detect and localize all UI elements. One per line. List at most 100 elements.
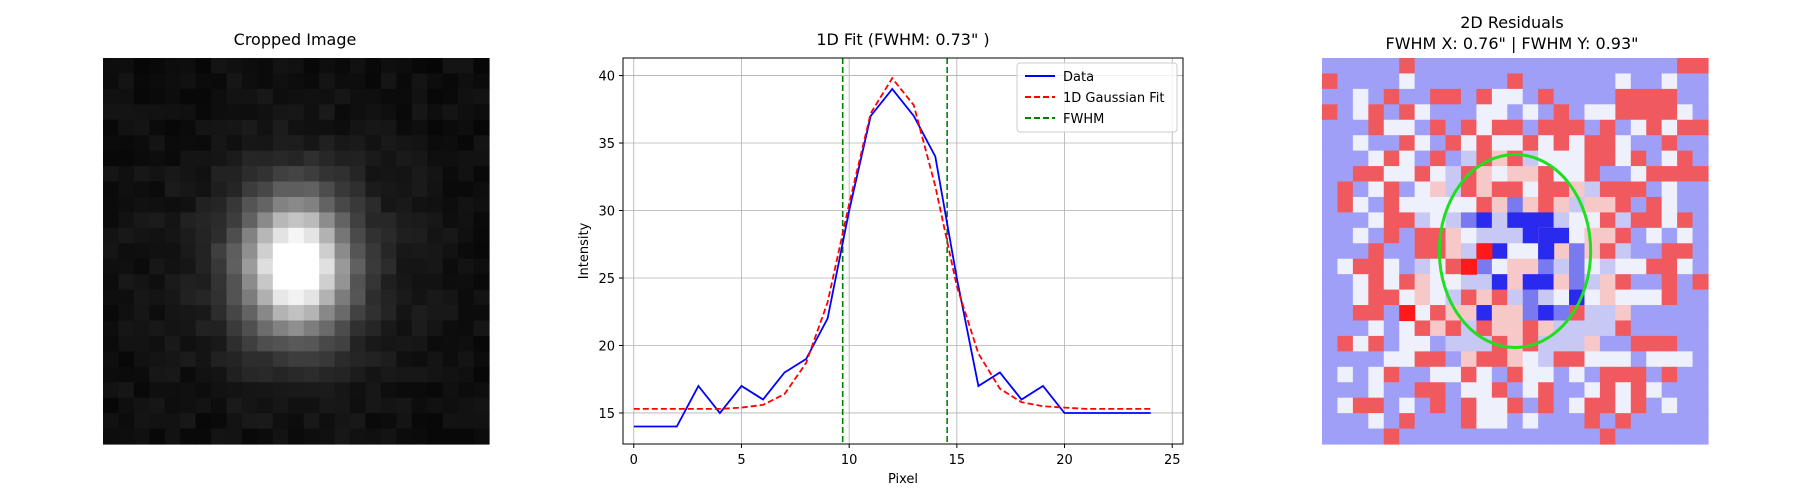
image-pixel	[103, 227, 120, 244]
image-pixel	[365, 104, 382, 121]
image-pixel	[195, 73, 212, 90]
image-pixel	[319, 181, 336, 198]
residual-pixel	[1692, 351, 1709, 368]
residual-pixel	[1599, 258, 1616, 275]
image-pixel	[103, 382, 120, 399]
residual-pixel	[1630, 73, 1647, 90]
residual-pixel	[1460, 335, 1477, 352]
image-pixel	[272, 58, 289, 75]
residual-pixel	[1460, 366, 1477, 383]
residual-pixel	[1383, 135, 1400, 152]
image-pixel	[288, 366, 305, 383]
image-pixel	[195, 88, 212, 105]
residual-pixel	[1584, 88, 1601, 105]
residual-pixel	[1522, 196, 1539, 213]
residual-pixel	[1538, 397, 1555, 414]
residual-pixel	[1538, 351, 1555, 368]
image-pixel	[257, 382, 274, 399]
image-pixel	[319, 88, 336, 105]
image-pixel	[303, 382, 320, 399]
image-pixel	[334, 196, 351, 213]
residual-pixel	[1553, 150, 1570, 167]
residual-pixel	[1569, 150, 1586, 167]
image-pixel	[288, 428, 305, 445]
image-pixel	[257, 181, 274, 198]
residual-pixel	[1352, 135, 1369, 152]
image-pixel	[211, 428, 228, 445]
residual-pixel	[1414, 243, 1431, 260]
image-pixel	[164, 335, 181, 352]
residual-pixel	[1569, 413, 1586, 430]
residual-pixel	[1337, 196, 1354, 213]
image-pixel	[411, 335, 428, 352]
image-pixel	[365, 258, 382, 275]
residual-pixel	[1322, 351, 1339, 368]
residual-pixel	[1630, 397, 1647, 414]
residual-pixel	[1337, 428, 1354, 445]
image-pixel	[473, 58, 490, 75]
image-pixel	[411, 305, 428, 322]
image-pixel	[365, 58, 382, 75]
image-pixel	[103, 166, 120, 183]
image-pixel	[118, 397, 135, 414]
image-pixel	[350, 88, 367, 105]
residual-pixel	[1599, 227, 1616, 244]
residual-pixel	[1368, 119, 1385, 136]
image-pixel	[133, 73, 150, 90]
residual-pixel	[1553, 366, 1570, 383]
image-pixel	[103, 366, 120, 383]
residual-pixel	[1677, 212, 1694, 229]
residual-pixel	[1584, 135, 1601, 152]
image-pixel	[133, 351, 150, 368]
image-pixel	[118, 335, 135, 352]
image-pixel	[442, 320, 459, 337]
residual-pixel	[1476, 320, 1493, 337]
residual-pixel	[1692, 58, 1709, 75]
residual-pixel	[1368, 227, 1385, 244]
image-pixel	[473, 289, 490, 306]
image-pixel	[334, 227, 351, 244]
residual-pixel	[1599, 104, 1616, 121]
residual-pixel	[1507, 428, 1524, 445]
residual-pixel	[1553, 119, 1570, 136]
image-pixel	[149, 88, 166, 105]
image-pixel	[195, 166, 212, 183]
cropped-image-pixels	[103, 58, 490, 445]
residual-pixel	[1646, 227, 1663, 244]
image-pixel	[103, 289, 120, 306]
image-pixel	[195, 382, 212, 399]
image-pixel	[303, 243, 320, 260]
image-pixel	[427, 135, 444, 152]
residual-pixel	[1507, 335, 1524, 352]
image-pixel	[442, 119, 459, 136]
residual-pixel	[1399, 243, 1416, 260]
residual-pixel	[1445, 135, 1462, 152]
residual-pixel	[1553, 73, 1570, 90]
image-pixel	[442, 104, 459, 121]
residual-pixel	[1569, 58, 1586, 75]
residual-pixel	[1584, 305, 1601, 322]
residual-pixel	[1507, 212, 1524, 229]
residual-pixel	[1352, 212, 1369, 229]
image-pixel	[164, 397, 181, 414]
image-pixel	[149, 135, 166, 152]
image-pixel	[350, 320, 367, 337]
residual-pixel	[1476, 258, 1493, 275]
image-pixel	[211, 166, 228, 183]
image-pixel	[473, 166, 490, 183]
residual-pixel	[1692, 88, 1709, 105]
image-pixel	[195, 335, 212, 352]
residual-pixel	[1522, 320, 1539, 337]
image-pixel	[396, 274, 413, 291]
residual-pixel	[1661, 243, 1678, 260]
image-pixel	[226, 305, 243, 322]
residual-pixel	[1569, 104, 1586, 121]
image-pixel	[458, 351, 475, 368]
image-pixel	[365, 150, 382, 167]
image-pixel	[241, 335, 258, 352]
image-pixel	[164, 212, 181, 229]
residual-pixel	[1399, 397, 1416, 414]
residual-pixel	[1507, 366, 1524, 383]
image-pixel	[350, 73, 367, 90]
image-pixel	[319, 305, 336, 322]
